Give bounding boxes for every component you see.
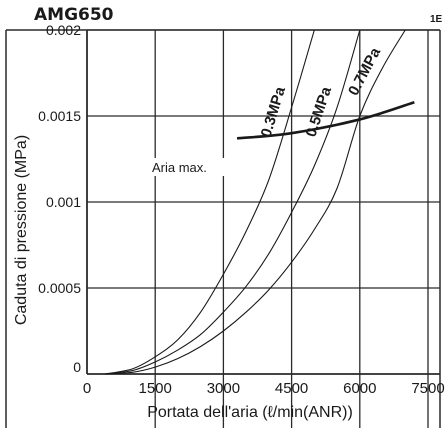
x-tick-label: 7500 [411,380,444,397]
axes [86,30,440,375]
y-axis-label: Caduta di pressione (MPa) [13,135,30,325]
y-tick-label: 0.001 [46,194,81,210]
aria-max-line [236,101,415,140]
y-tick-label: 0.0015 [38,108,81,124]
y-tick-label: 0.0005 [38,280,81,296]
x-tick-label: 3000 [207,380,240,397]
series-line [105,29,406,375]
series-line [105,29,361,375]
y-tick-label: 0 [73,359,81,375]
series-label: 0.7MPa [345,44,384,98]
aria-max-label: Aria max. [152,160,207,175]
x-tick-label: 1500 [139,380,172,397]
chart-title: AMG650 [34,5,114,25]
x-tick-label: 6000 [343,380,376,397]
tick-labels: 0 1500 3000 4500 6000 7500 0 0.0005 0.001 0.0015 0… [38,22,445,397]
x-axis-label: Portata dell'aria (ℓ/min(ANR)) [147,404,353,421]
x-tick-label: 4500 [275,380,308,397]
y-tick-label: 0.002 [46,22,81,38]
corner-fragment-label: 1E [430,14,443,25]
aria-max-label-bg [148,158,226,176]
x-tick-label: 0 [83,380,91,397]
annotation-group: Aria max. [148,101,415,176]
